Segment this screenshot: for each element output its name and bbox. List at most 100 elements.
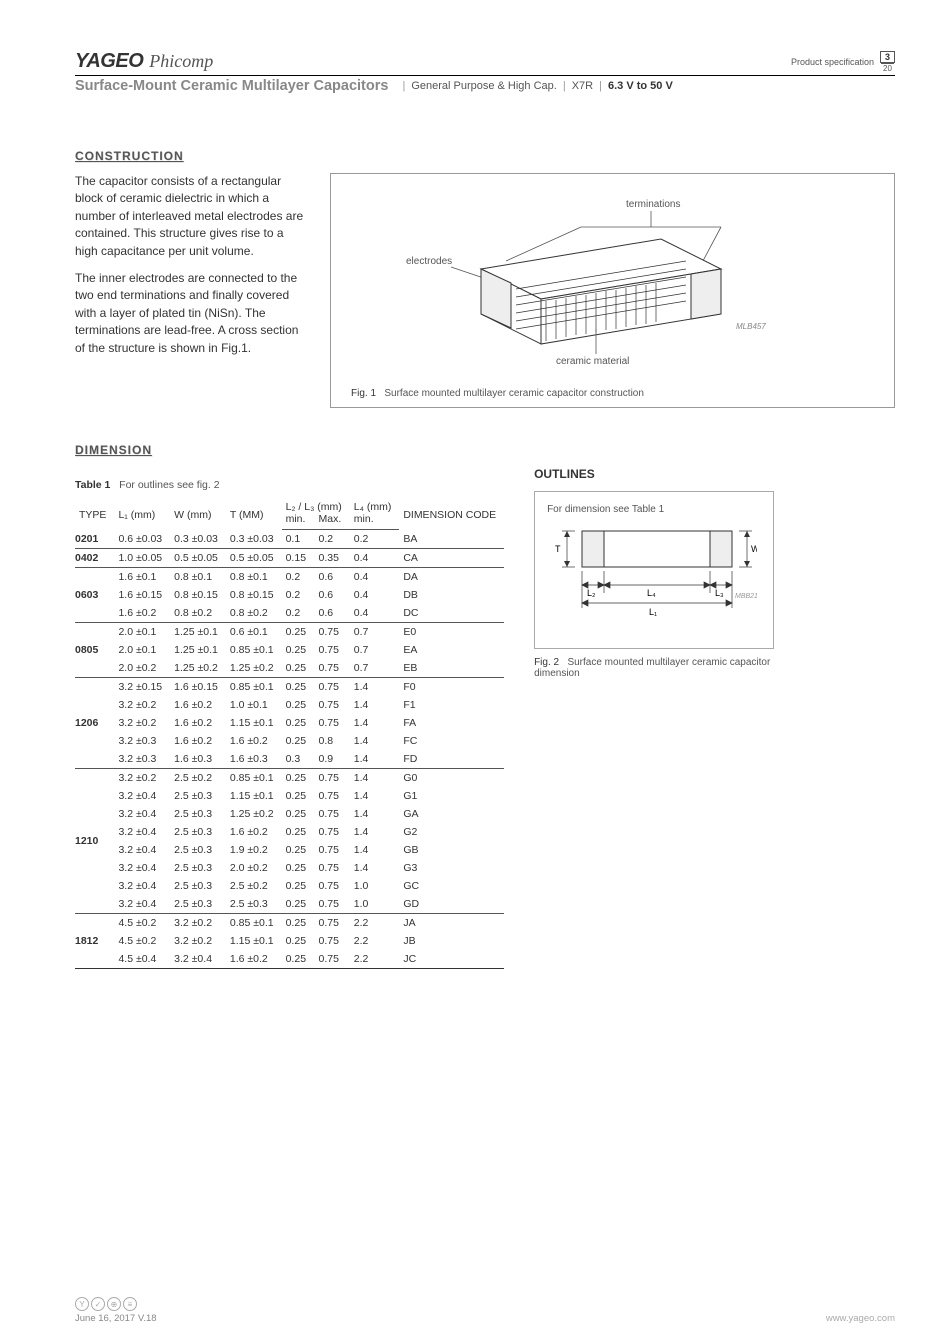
table-cell: 2.5 ±0.3 bbox=[170, 859, 226, 877]
table-cell: 0.5 ±0.05 bbox=[170, 549, 226, 568]
table-cell: 0.25 bbox=[282, 877, 315, 895]
doc-title: Surface-Mount Ceramic Multilayer Capacit… bbox=[75, 78, 396, 94]
type-cell: 1210 bbox=[75, 769, 114, 914]
table-cell: 0.75 bbox=[315, 805, 350, 823]
outlines-box: For dimension see Table 1 W bbox=[534, 491, 774, 649]
fig2-label-t: T bbox=[555, 544, 561, 554]
table-cell: 0.8 ±0.1 bbox=[226, 568, 282, 587]
table-cell: 1.25 ±0.1 bbox=[170, 623, 226, 642]
footer-url: www.yageo.com bbox=[826, 1313, 895, 1324]
table-cell: 0.6 bbox=[315, 586, 350, 604]
table-cell: 2.5 ±0.3 bbox=[170, 787, 226, 805]
table-row: 4.5 ±0.23.2 ±0.21.15 ±0.10.250.752.2JB bbox=[75, 932, 504, 950]
table-cell: GC bbox=[399, 877, 504, 895]
table-cell: 0.25 bbox=[282, 859, 315, 877]
table-cell: 1.6 ±0.1 bbox=[114, 568, 170, 587]
table-row: 18124.5 ±0.23.2 ±0.20.85 ±0.10.250.752.2… bbox=[75, 914, 504, 933]
table-cell: 2.5 ±0.3 bbox=[226, 895, 282, 914]
col-t: T (MM) bbox=[226, 497, 282, 530]
table-cell: 3.2 ±0.4 bbox=[114, 823, 170, 841]
col-l2l3-max: Max. bbox=[315, 513, 350, 530]
table-cell: F1 bbox=[399, 696, 504, 714]
table-cell: 4.5 ±0.2 bbox=[114, 932, 170, 950]
table-cell: 3.2 ±0.4 bbox=[114, 877, 170, 895]
table-cell: 0.8 ±0.2 bbox=[170, 604, 226, 623]
col-type: TYPE bbox=[75, 497, 114, 530]
table-cell: DB bbox=[399, 586, 504, 604]
fig2-label-l2: L₂ bbox=[587, 588, 596, 598]
table-cell: 0.75 bbox=[315, 877, 350, 895]
table-cell: 0.2 bbox=[315, 530, 350, 549]
table-cell: 0.6 ±0.1 bbox=[226, 623, 282, 642]
table-cell: F0 bbox=[399, 678, 504, 697]
table-cell: 0.25 bbox=[282, 841, 315, 859]
table-cell: 1.4 bbox=[350, 769, 400, 788]
table-row: 12063.2 ±0.151.6 ±0.150.85 ±0.10.250.751… bbox=[75, 678, 504, 697]
table-cell: 0.85 ±0.1 bbox=[226, 769, 282, 788]
table-cell: 0.7 bbox=[350, 659, 400, 678]
table-cell: 1.15 ±0.1 bbox=[226, 714, 282, 732]
table-cell: 0.25 bbox=[282, 641, 315, 659]
table-cell: 2.5 ±0.2 bbox=[170, 769, 226, 788]
figure-2-svg: W T bbox=[547, 523, 757, 633]
table-cell: 1.25 ±0.2 bbox=[170, 659, 226, 678]
table-cell: 0.3 bbox=[282, 750, 315, 769]
type-cell: 0201 bbox=[75, 530, 114, 549]
table-cell: 0.75 bbox=[315, 932, 350, 950]
table-cell: EB bbox=[399, 659, 504, 678]
table-cell: 0.1 bbox=[282, 530, 315, 549]
figure-1-svg: terminations electrodes bbox=[351, 189, 781, 379]
table-cell: 0.85 ±0.1 bbox=[226, 641, 282, 659]
table-cell: 0.25 bbox=[282, 823, 315, 841]
construction-block: The capacitor consists of a rectangular … bbox=[75, 173, 895, 408]
table-cell: 0.85 ±0.1 bbox=[226, 914, 282, 933]
fig2-label-l1: L₁ bbox=[649, 607, 657, 617]
logo: YAGEO Phicomp bbox=[75, 50, 213, 73]
table-cell: 1.6 ±0.15 bbox=[114, 586, 170, 604]
table-cell: 0.25 bbox=[282, 950, 315, 969]
table-cell: 1.0 bbox=[350, 895, 400, 914]
table-cell: 0.2 bbox=[282, 604, 315, 623]
table-cell: 0.3 ±0.03 bbox=[170, 530, 226, 549]
table-cell: FC bbox=[399, 732, 504, 750]
table-cell: 2.0 ±0.1 bbox=[114, 623, 170, 642]
table-caption: Table 1 For outlines see fig. 2 bbox=[75, 479, 504, 491]
table-cell: 3.2 ±0.4 bbox=[114, 787, 170, 805]
table-cell: 0.75 bbox=[315, 787, 350, 805]
table-cell: 0.75 bbox=[315, 769, 350, 788]
col-l1: L₁ (mm) bbox=[114, 497, 170, 530]
table-cell: JC bbox=[399, 950, 504, 969]
section-heading-dimension: DIMENSION bbox=[75, 443, 895, 457]
cert-icon: ⊕ bbox=[107, 1297, 121, 1311]
table-cell: E0 bbox=[399, 623, 504, 642]
subtitle-3: 6.3 V to 50 V bbox=[608, 80, 673, 92]
fig2-caption-text: Surface mounted multilayer ceramic capac… bbox=[534, 657, 770, 679]
fig2-label-l4: L₄ bbox=[647, 588, 656, 598]
table-cell: 2.5 ±0.3 bbox=[170, 841, 226, 859]
table-cell: 0.4 bbox=[350, 604, 400, 623]
table-cell: 2.0 ±0.2 bbox=[226, 859, 282, 877]
table-cell: 3.2 ±0.3 bbox=[114, 750, 170, 769]
table-cell: 3.2 ±0.4 bbox=[114, 859, 170, 877]
table-cell: 0.8 ±0.15 bbox=[170, 586, 226, 604]
table-cell: 1.4 bbox=[350, 859, 400, 877]
table-cell: 1.4 bbox=[350, 714, 400, 732]
table-cell: 3.2 ±0.4 bbox=[114, 841, 170, 859]
outlines-title: OUTLINES bbox=[534, 467, 774, 481]
table-cell: JA bbox=[399, 914, 504, 933]
table-cell: EA bbox=[399, 641, 504, 659]
table-row: 02010.6 ±0.030.3 ±0.030.3 ±0.030.10.20.2… bbox=[75, 530, 504, 549]
table-cell: 0.15 bbox=[282, 549, 315, 568]
dimension-table: TYPE L₁ (mm) W (mm) T (MM) L₂ / L₃ (mm) … bbox=[75, 497, 504, 969]
col-w: W (mm) bbox=[170, 497, 226, 530]
separator: | bbox=[557, 80, 572, 92]
table-cell: 1.6 ±0.2 bbox=[170, 714, 226, 732]
table-cell: 0.4 bbox=[350, 586, 400, 604]
table-row: 3.2 ±0.31.6 ±0.31.6 ±0.30.30.91.4FD bbox=[75, 750, 504, 769]
table-cell: 1.9 ±0.2 bbox=[226, 841, 282, 859]
table-cell: 0.6 ±0.03 bbox=[114, 530, 170, 549]
table-cell: 2.5 ±0.3 bbox=[170, 805, 226, 823]
col-code: DIMENSION CODE bbox=[399, 497, 504, 530]
table-cell: 0.2 bbox=[350, 530, 400, 549]
footer-left: Y ✓ ⊕ ≡ June 16, 2017 V.18 bbox=[75, 1297, 157, 1324]
